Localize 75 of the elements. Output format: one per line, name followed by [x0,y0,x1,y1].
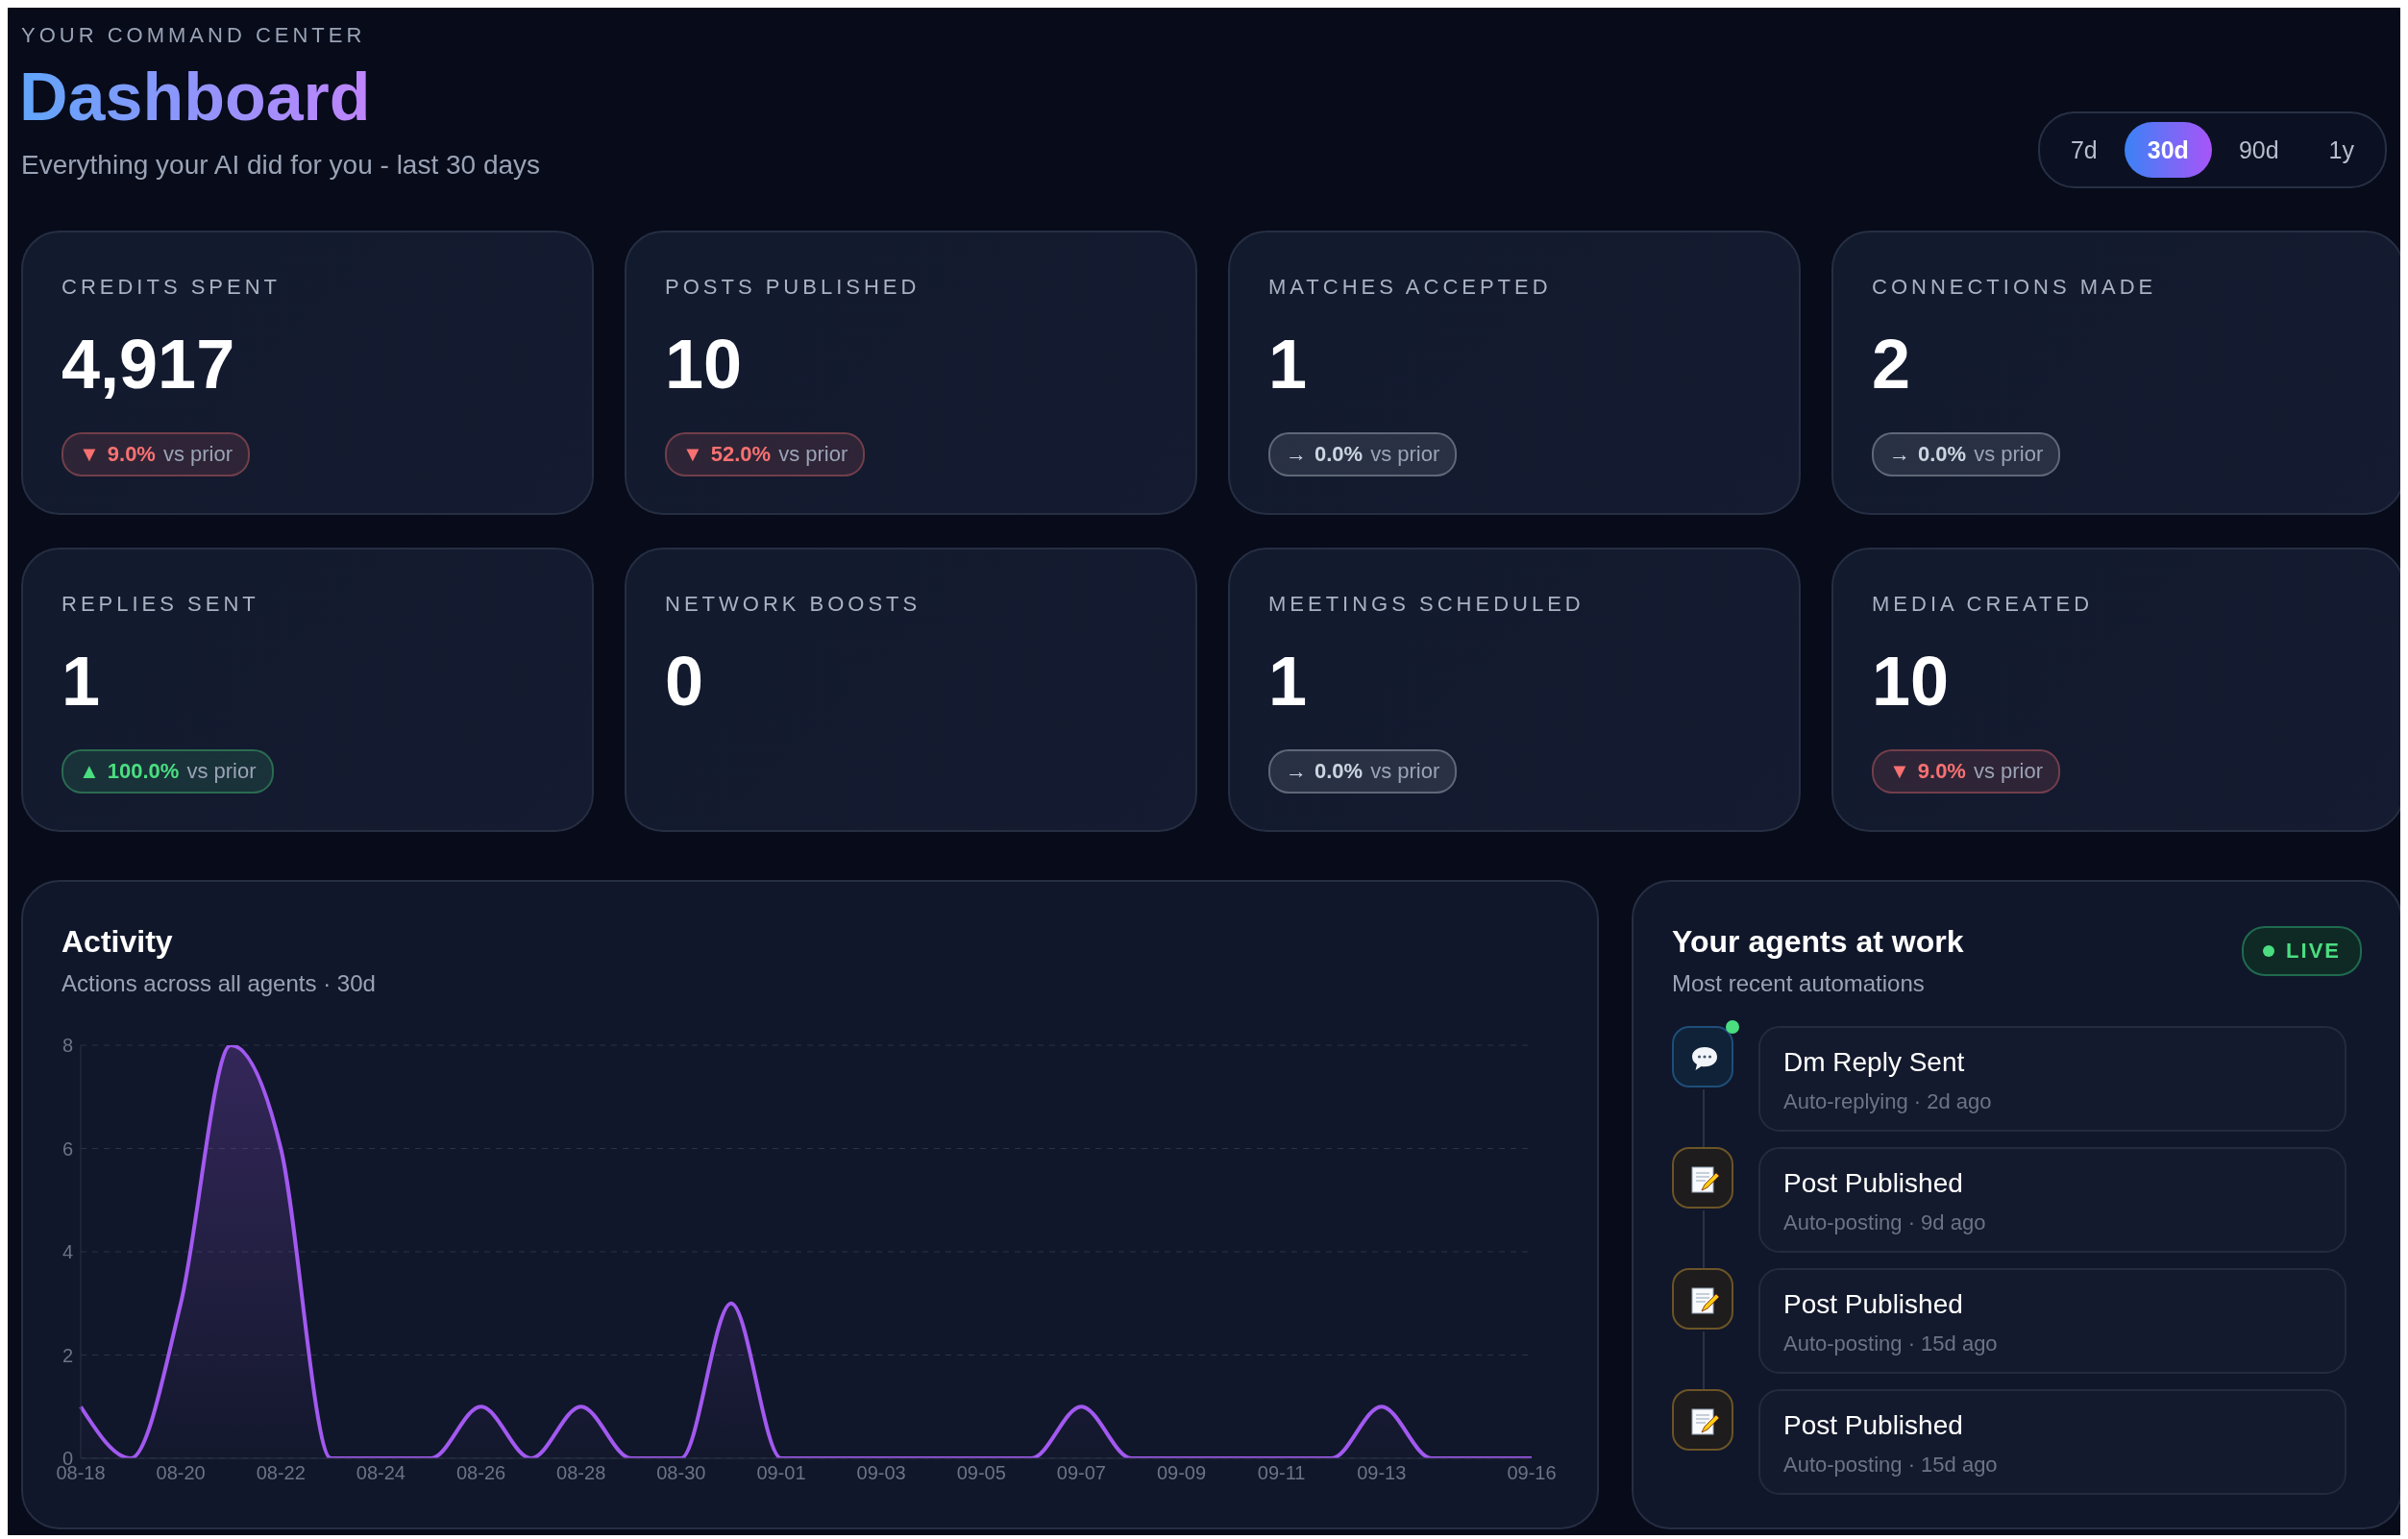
x-tick-label: 09-11 [1257,1462,1306,1484]
text: 9.0% [1917,759,1966,784]
text: 1 [61,642,101,721]
x-tick-label: 08-20 [156,1462,206,1484]
text: MATCHES ACCEPTED [1268,275,1552,300]
text: Auto-posting · 15d ago [1783,1331,1998,1356]
text: 4,917 [61,325,235,403]
text: Post Published [1783,1168,1963,1199]
x-tick-label: 08-22 [256,1462,306,1484]
x-tick-label: 09-03 [856,1462,906,1484]
y-tick-label: 2 [61,1344,73,1366]
text: ▼ [1889,759,1910,784]
text: vs prior [186,759,257,784]
text: Post Published [1783,1289,1963,1320]
text: Most recent automations [1672,970,1925,997]
text: vs prior [1974,442,2044,467]
text: REPLIES SENT [61,592,259,617]
chart-subtitle: Actions across all agents · 30d [61,970,376,997]
text: → [1286,759,1307,784]
text: MEDIA CREATED [1872,592,2094,617]
text: ▼ [682,442,703,467]
text: YOUR COMMAND CENTER [21,23,366,48]
text: → [1889,442,1910,467]
x-tick-label: 08-26 [455,1462,506,1484]
text: Dm Reply Sent [1783,1047,1965,1078]
text: vs prior [778,442,848,467]
text: Everything your AI did for you - last 30 days [21,150,541,181]
text: ▼ [79,442,100,467]
text: CONNECTIONS MADE [1872,275,2157,300]
x-tick-label: 09-05 [956,1462,1006,1484]
x-tick-label: 09-16 [1507,1462,1557,1484]
text: Auto-posting · 9d ago [1783,1210,1986,1235]
text: Auto-posting · 15d ago [1783,1453,1998,1478]
text: Auto-replying · 2d ago [1783,1089,1992,1114]
text: POSTS PUBLISHED [665,275,921,300]
text: LIVE [2286,939,2341,964]
text: 1 [1268,642,1308,721]
text: vs prior [1370,442,1440,467]
text: vs prior [1973,759,2044,784]
text: Dashboard [19,56,371,138]
text: 90d [2237,135,2280,165]
text: 0 [665,642,704,721]
text: vs prior [1370,759,1440,784]
text: Your agents at work [1672,924,1964,960]
y-tick-label: 6 [61,1137,73,1160]
y-tick-label: 4 [61,1241,73,1263]
chart-title: Activity [61,924,173,960]
text: 0.0% [1918,442,1967,467]
text: 52.0% [710,442,772,467]
text: 100.0% [107,759,180,784]
text: NETWORK BOOSTS [665,592,921,617]
text: Post Published [1783,1410,1963,1441]
text: → [1286,442,1307,467]
text: 1 [1268,325,1308,403]
text: 7d [2069,135,2099,165]
text: 2 [1872,325,1911,403]
x-tick-label: 09-13 [1357,1462,1407,1484]
text: 10 [665,325,743,403]
text: 10 [1872,642,1950,721]
text: 0.0% [1315,759,1364,784]
x-tick-label: 08-24 [356,1462,405,1484]
x-tick-label: 08-28 [556,1462,606,1484]
text: 0.0% [1315,442,1364,467]
text: 30d [2124,122,2212,178]
x-tick-label: 09-07 [1056,1462,1106,1484]
y-tick-label: 8 [61,1035,73,1057]
text: 1y [2327,135,2355,165]
x-tick-label: 09-09 [1156,1462,1207,1484]
text: ▲ [79,759,100,784]
x-tick-label: 08-30 [656,1462,706,1484]
text: vs prior [162,442,233,467]
text: MEETINGS SCHEDULED [1268,592,1585,617]
text: 9.0% [107,442,156,467]
x-tick-label: 09-01 [756,1462,806,1484]
text: CREDITS SPENT [61,275,282,300]
